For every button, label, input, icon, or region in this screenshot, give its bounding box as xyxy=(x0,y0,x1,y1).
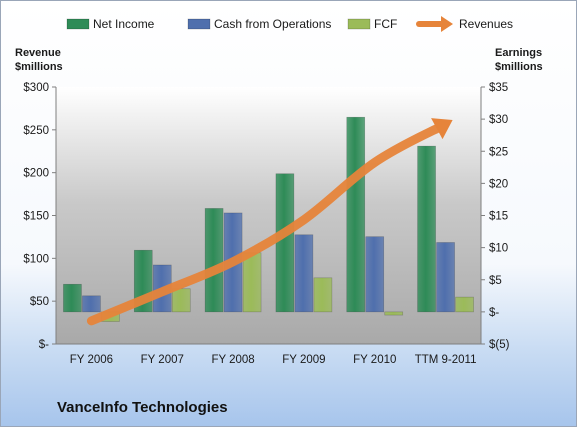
bar-cash-from-operations xyxy=(436,242,455,313)
bar-net-income xyxy=(417,145,436,313)
x-tick-label: FY 2006 xyxy=(70,354,113,366)
legend-label: Cash from Operations xyxy=(214,17,331,31)
right-tick-label: $(5) xyxy=(489,339,510,351)
left-tick-label: $250 xyxy=(23,125,49,137)
bar-fcf xyxy=(384,311,404,316)
right-tick-label: $15 xyxy=(489,211,508,223)
bar-fcf xyxy=(242,252,262,313)
left-tick-label: $300 xyxy=(23,82,49,94)
right-tick-label: $20 xyxy=(489,178,508,190)
left-axis-title-line: Revenue xyxy=(15,47,61,59)
legend-swatch xyxy=(187,18,211,30)
left-tick-label: $- xyxy=(39,339,49,351)
right-tick-label: $5 xyxy=(489,275,502,287)
revenue-arrowhead xyxy=(431,118,453,140)
legend-label: Revenues xyxy=(459,17,513,31)
x-tick-label: FY 2010 xyxy=(353,354,396,366)
x-tick-label: FY 2009 xyxy=(282,354,325,366)
legend-label: FCF xyxy=(374,17,397,31)
legend-swatch xyxy=(66,18,90,30)
plot-area xyxy=(56,87,481,344)
right-axis-title-line: $millions xyxy=(495,61,543,73)
left-tick-label: $200 xyxy=(23,168,49,180)
bar-cash-from-operations xyxy=(365,236,385,313)
x-tick-label: FY 2008 xyxy=(211,354,254,366)
right-tick-label: $- xyxy=(489,307,499,319)
company-name: VanceInfo Technologies xyxy=(57,399,228,416)
x-tick-label: TTM 9-2011 xyxy=(415,354,477,366)
bar-fcf xyxy=(313,277,333,313)
legend-swatch xyxy=(347,18,371,30)
right-tick-label: $35 xyxy=(489,82,508,94)
bar-net-income xyxy=(275,173,295,313)
right-axis-title-line: Earnings xyxy=(495,47,542,59)
bar-net-income xyxy=(63,283,82,313)
legend-arrow-revenues xyxy=(441,16,453,32)
right-tick-label: $30 xyxy=(489,114,508,126)
bar-fcf xyxy=(455,296,474,313)
right-tick-label: $25 xyxy=(489,146,508,158)
left-tick-label: $50 xyxy=(30,296,49,308)
legend-label: Net Income xyxy=(93,17,155,31)
bar-net-income xyxy=(346,116,366,313)
bar-cash-from-operations xyxy=(294,234,314,313)
revenue-line xyxy=(86,124,442,326)
bar-fcf xyxy=(171,288,191,313)
bar-cash-from-operations xyxy=(82,295,101,313)
left-tick-label: $100 xyxy=(23,253,49,265)
right-tick-label: $10 xyxy=(489,243,508,255)
left-axis-title-line: $millions xyxy=(15,61,63,73)
left-tick-label: $150 xyxy=(23,211,49,223)
x-tick-label: FY 2007 xyxy=(141,354,184,366)
bar-net-income xyxy=(204,208,224,313)
